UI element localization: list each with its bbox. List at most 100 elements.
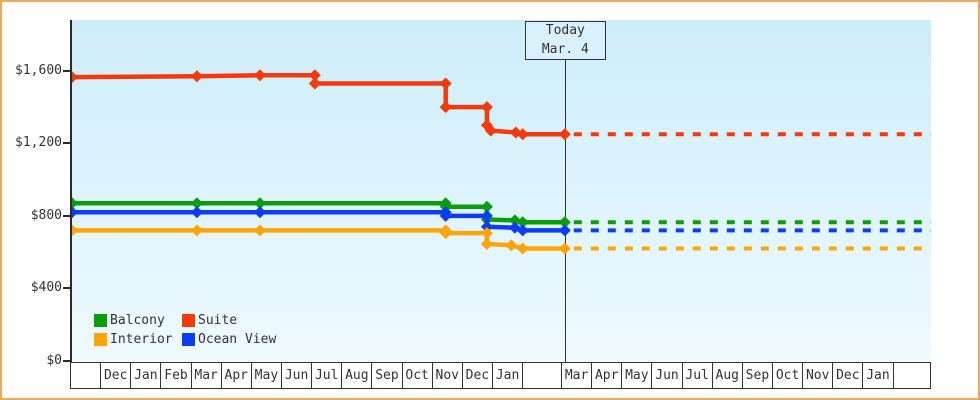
data-point-marker (439, 227, 452, 240)
y-tick (63, 287, 70, 290)
data-point-marker (439, 101, 452, 114)
data-point-marker (480, 220, 493, 233)
month-cell-aug: Aug (713, 363, 743, 388)
month-cell-aug: Aug (342, 363, 373, 388)
data-point-marker (508, 221, 521, 234)
y-tick (63, 360, 70, 362)
legend-label: Suite (198, 313, 238, 328)
legend-swatch-icon (94, 314, 107, 327)
month-cell-nov: Nov (803, 363, 834, 388)
series-suite (72, 69, 931, 141)
month-cell-apr: Apr (592, 363, 623, 388)
data-point-marker (72, 224, 78, 237)
data-point-marker (439, 209, 452, 222)
legend-label: Balcony (110, 313, 165, 328)
today-marker-box: Today Mar. 4 (524, 21, 606, 60)
y-tick-label: $1,600 (15, 62, 62, 78)
series-ocean-view (72, 206, 931, 237)
data-point-marker (505, 239, 518, 252)
data-point-marker (480, 101, 493, 114)
data-point-marker (72, 206, 78, 219)
month-cell-oct: Oct (773, 363, 804, 388)
legend: Balcony Suite Interior Ocean View (94, 313, 276, 347)
month-cell-jul: Jul (312, 363, 343, 388)
data-point-marker (516, 216, 529, 229)
month-cell-dec: Dec (463, 363, 493, 388)
y-axis-line (70, 20, 72, 362)
month-cell-blank (523, 363, 562, 388)
month-cell-nov: Nov (433, 363, 463, 388)
month-cell-may: May (622, 363, 653, 388)
data-point-marker (190, 70, 203, 83)
x-axis: Dec Jan Feb Mar Apr May Jun Jul Aug Sep Oct Nov Dec J… (70, 362, 931, 389)
month-cell-jan: Jan (863, 363, 894, 388)
legend-label: Ocean View (198, 332, 277, 347)
month-cell-feb: Feb (161, 363, 192, 388)
data-point-marker (508, 214, 521, 227)
data-point-marker (480, 238, 493, 250)
month-cell-dec: Dec (833, 363, 864, 388)
data-point-marker (480, 200, 493, 213)
y-tick (63, 69, 70, 72)
month-cell-jun: Jun (282, 363, 313, 388)
series-interior (72, 224, 931, 255)
month-cell-jan: Jan (131, 363, 162, 388)
series-line (72, 228, 565, 251)
month-cell-blank (71, 363, 102, 388)
legend-item-ocean-view: Ocean View (182, 332, 276, 347)
data-point-marker (558, 128, 571, 141)
y-tick-label: $400 (30, 280, 62, 296)
data-point-marker (254, 224, 266, 237)
data-point-marker (72, 197, 78, 210)
data-point-marker (190, 224, 203, 237)
month-cell-jan: Jan (493, 363, 524, 388)
data-point-marker (516, 224, 529, 237)
data-point-marker (72, 71, 78, 84)
legend-item-interior: Interior (94, 332, 182, 347)
legend-item-suite: Suite (182, 313, 276, 328)
data-point-marker (516, 242, 529, 255)
month-cell-may: May (252, 363, 282, 388)
month-cell-mar: Mar (192, 363, 222, 388)
legend-item-balcony: Balcony (94, 313, 182, 328)
data-point-marker (484, 124, 497, 137)
y-tick-label: $0 (46, 353, 62, 368)
data-point-marker (558, 242, 571, 255)
month-cell-blank (894, 363, 930, 388)
data-point-marker (558, 224, 571, 237)
today-date: Mar. 4 (541, 41, 589, 57)
y-tick-label: $800 (30, 207, 62, 223)
month-cell-sep: Sep (743, 363, 773, 388)
data-point-marker (190, 206, 203, 219)
data-point-marker (439, 77, 452, 90)
month-cell-jul: Jul (683, 363, 713, 388)
data-point-marker (516, 128, 529, 141)
y-tick (63, 214, 70, 217)
month-cell-apr: Apr (222, 363, 252, 388)
data-point-marker (308, 69, 321, 82)
legend-swatch-icon (94, 333, 107, 346)
month-cell-mar: Mar (562, 363, 593, 388)
today-line (564, 60, 566, 362)
data-point-marker (254, 197, 266, 210)
month-cell-oct: Oct (403, 363, 433, 388)
month-cell-jun: Jun (652, 363, 683, 388)
chart-canvas (72, 69, 931, 255)
data-point-marker (254, 206, 266, 219)
month-cell-sep: Sep (372, 363, 403, 388)
y-tick (63, 142, 70, 145)
legend-swatch-icon (182, 333, 195, 346)
legend-label: Interior (110, 332, 173, 347)
data-point-marker (480, 227, 493, 240)
y-tick-label: $1,200 (15, 135, 62, 151)
data-point-marker (190, 197, 203, 210)
legend-swatch-icon (182, 314, 195, 327)
today-label: Today (545, 22, 585, 38)
data-point-marker (558, 216, 571, 229)
month-cell-dec: Dec (101, 363, 132, 388)
data-point-marker (480, 209, 493, 222)
data-point-marker (308, 77, 321, 90)
data-point-marker (254, 69, 266, 82)
series-balcony (72, 197, 931, 229)
